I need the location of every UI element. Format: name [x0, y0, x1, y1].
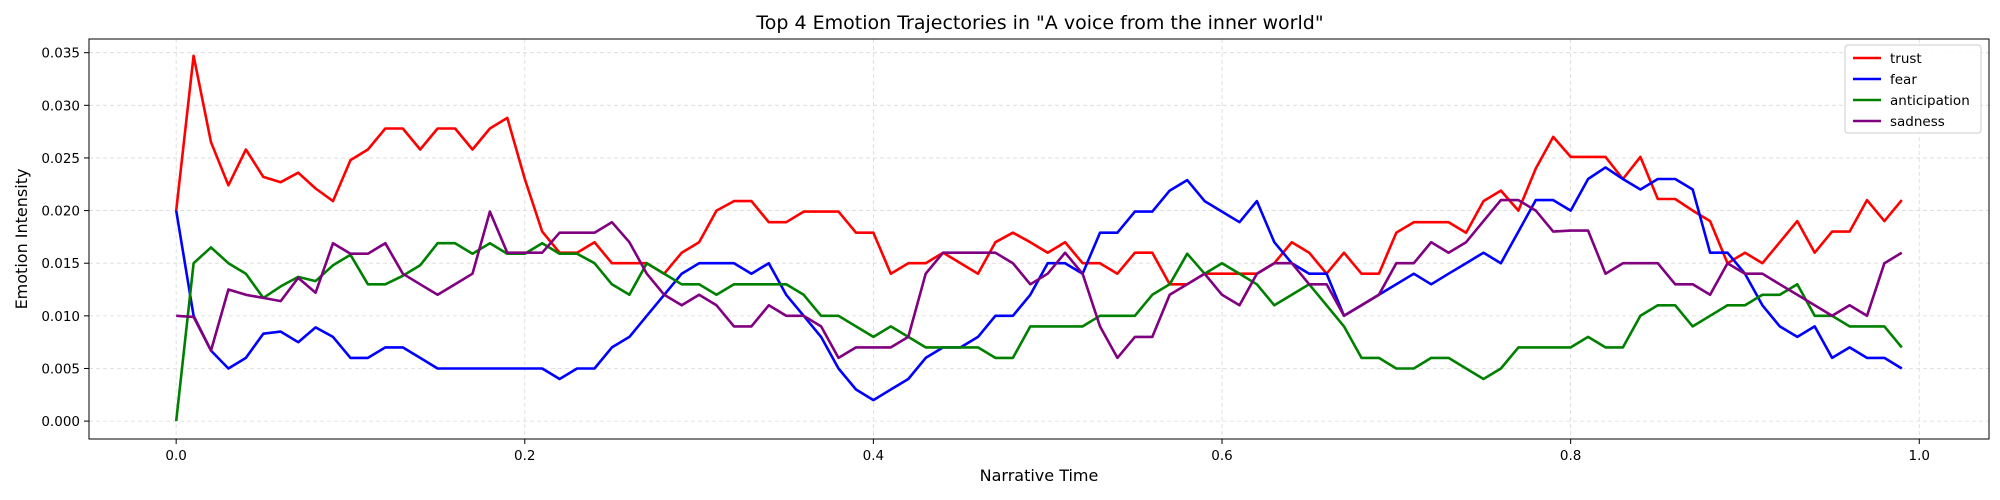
y-tick-label: 0.020 — [41, 204, 80, 220]
y-tick-label: 0.010 — [41, 309, 80, 325]
y-tick-label: 0.000 — [41, 414, 80, 430]
x-axis-label: Narrative Time — [980, 466, 1099, 485]
series-line-sadness — [176, 198, 1903, 360]
x-tick-label: 0.2 — [514, 448, 535, 464]
legend-label-sadness: sadness — [1890, 114, 1945, 130]
legend-label-fear: fear — [1890, 72, 1917, 88]
x-tick-label: 0.8 — [1560, 448, 1581, 464]
y-tick-label: 0.015 — [41, 256, 80, 272]
y-tick-label: 0.005 — [41, 361, 80, 377]
y-tick-label: 0.025 — [41, 151, 80, 167]
y-axis-ticks: 0.000 0.005 0.010 0.015 0.020 0.025 0.030 0.035 — [41, 46, 89, 430]
series-line-anticipation — [174, 241, 1903, 422]
grid-lines — [89, 39, 1989, 439]
plot-area-frame — [88, 38, 1990, 440]
legend-box — [1844, 44, 1982, 134]
series-line-trust — [174, 54, 1903, 286]
legend-label-trust: trust — [1890, 51, 1922, 67]
y-tick-label: 0.035 — [41, 46, 80, 62]
x-tick-label: 0.0 — [165, 448, 186, 464]
series-lines — [174, 54, 1903, 422]
legend-label-anticipation: anticipation — [1890, 93, 1970, 109]
y-axis-label: Emotion Intensity — [12, 169, 31, 310]
legend: trust fear anticipation sadness — [1844, 44, 1982, 134]
x-tick-label: 0.4 — [863, 448, 884, 464]
y-tick-label: 0.030 — [41, 98, 80, 114]
chart-title: Top 4 Emotion Trajectories in "A voice f… — [755, 12, 1323, 34]
x-axis-ticks: 0.0 0.2 0.4 0.6 0.8 1.0 — [165, 439, 1930, 464]
x-tick-label: 0.6 — [1211, 448, 1232, 464]
x-tick-label: 1.0 — [1909, 448, 1930, 464]
